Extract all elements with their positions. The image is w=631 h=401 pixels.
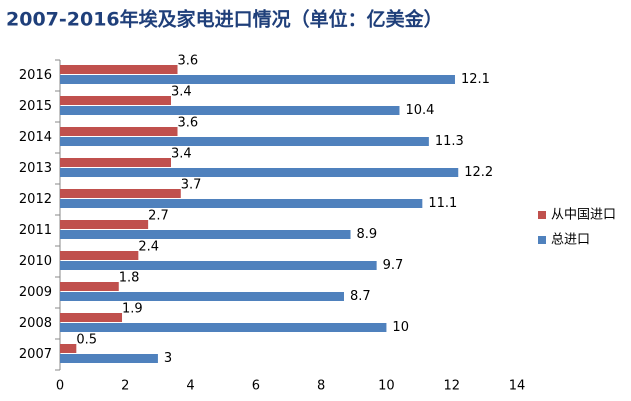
bar: [60, 220, 149, 229]
y-tick-label: 2008: [19, 316, 52, 331]
x-tick-label: 2: [121, 379, 129, 394]
x-tick-label: 6: [252, 379, 260, 394]
y-tick-label: 2013: [19, 161, 52, 176]
value-label: 3: [164, 351, 172, 366]
x-tick-label: 10: [378, 379, 395, 394]
value-label: 3.4: [171, 147, 192, 162]
bar: [60, 96, 171, 105]
value-label: 11.3: [435, 134, 464, 149]
legend-swatch: [538, 236, 546, 244]
legend-label: 从中国进口: [551, 208, 616, 223]
value-label: 0.5: [76, 333, 97, 348]
y-tick-label: 2015: [19, 99, 52, 114]
bar: [60, 292, 344, 301]
bar: [60, 230, 351, 239]
value-label: 3.7: [181, 178, 202, 193]
legend-swatch: [538, 211, 546, 219]
value-label: 11.1: [428, 196, 457, 211]
value-label: 9.7: [383, 258, 404, 273]
bar: [60, 323, 387, 332]
bar: [60, 168, 459, 177]
bar: [60, 137, 429, 146]
bar: [60, 65, 178, 74]
y-tick-label: 2009: [19, 285, 52, 300]
y-tick-label: 2011: [19, 223, 52, 238]
bar: [60, 344, 77, 353]
value-label: 10.4: [405, 103, 434, 118]
value-label: 3.6: [178, 54, 199, 69]
chart-title: 2007-2016年埃及家电进口情况（单位：亿美金）: [6, 8, 443, 31]
x-tick-label: 4: [186, 379, 194, 394]
value-label: 8.9: [357, 227, 378, 242]
value-label: 1.8: [119, 271, 140, 286]
y-tick-label: 2016: [19, 68, 52, 83]
value-label: 3.6: [178, 116, 199, 131]
value-label: 12.2: [464, 165, 493, 180]
value-label: 3.4: [171, 85, 192, 100]
x-tick-label: 0: [56, 379, 64, 394]
bar: [60, 354, 158, 363]
bar: [60, 261, 377, 270]
value-label: 2.4: [138, 240, 159, 255]
value-label: 10: [392, 320, 409, 335]
bar: [60, 189, 181, 198]
x-tick-label: 12: [443, 379, 460, 394]
bar: [60, 75, 455, 84]
bar: [60, 313, 123, 322]
bar: [60, 251, 139, 260]
y-tick-label: 2010: [19, 254, 52, 269]
value-label: 2.7: [148, 209, 169, 224]
y-tick-label: 2007: [19, 347, 52, 362]
bar: [60, 199, 423, 208]
bar: [60, 106, 400, 115]
bar: [60, 282, 119, 291]
bar: [60, 127, 178, 136]
x-tick-label: 14: [509, 379, 526, 394]
value-label: 8.7: [350, 289, 371, 304]
bar: [60, 158, 171, 167]
value-label: 1.9: [122, 302, 143, 317]
x-tick-label: 8: [317, 379, 325, 394]
y-tick-label: 2012: [19, 192, 52, 207]
value-label: 12.1: [461, 72, 490, 87]
legend-label: 总进口: [551, 233, 590, 248]
y-tick-label: 2014: [19, 130, 52, 145]
